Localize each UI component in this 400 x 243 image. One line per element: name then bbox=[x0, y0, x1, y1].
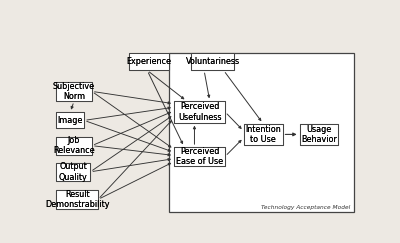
FancyBboxPatch shape bbox=[56, 163, 90, 181]
FancyBboxPatch shape bbox=[244, 124, 282, 145]
FancyBboxPatch shape bbox=[129, 52, 169, 70]
FancyBboxPatch shape bbox=[56, 113, 84, 128]
Text: Voluntariness: Voluntariness bbox=[186, 57, 240, 66]
Text: Perceived
Usefulness: Perceived Usefulness bbox=[178, 102, 221, 122]
FancyBboxPatch shape bbox=[56, 190, 98, 209]
Text: Result
Demonstrability: Result Demonstrability bbox=[45, 190, 109, 209]
Text: Image: Image bbox=[58, 116, 83, 125]
Text: Job
Relevance: Job Relevance bbox=[53, 136, 95, 155]
Text: Image: Image bbox=[58, 116, 83, 125]
Text: Intention
to Use: Intention to Use bbox=[245, 125, 281, 144]
FancyBboxPatch shape bbox=[56, 163, 90, 181]
FancyBboxPatch shape bbox=[56, 82, 92, 101]
Text: Experience: Experience bbox=[127, 57, 172, 66]
FancyBboxPatch shape bbox=[174, 147, 225, 166]
FancyBboxPatch shape bbox=[174, 147, 225, 166]
Text: Job
Relevance: Job Relevance bbox=[53, 136, 95, 155]
FancyBboxPatch shape bbox=[174, 101, 225, 123]
Text: Perceived
Ease of Use: Perceived Ease of Use bbox=[176, 147, 223, 166]
FancyBboxPatch shape bbox=[300, 124, 338, 145]
Text: Voluntariness: Voluntariness bbox=[186, 57, 240, 66]
Text: Output
Quality: Output Quality bbox=[59, 162, 88, 182]
FancyBboxPatch shape bbox=[174, 101, 225, 123]
Text: Perceived
Ease of Use: Perceived Ease of Use bbox=[176, 147, 223, 166]
Text: Usage
Behavior: Usage Behavior bbox=[301, 125, 337, 144]
FancyBboxPatch shape bbox=[300, 124, 338, 145]
FancyBboxPatch shape bbox=[244, 124, 282, 145]
FancyBboxPatch shape bbox=[56, 137, 92, 155]
Text: Intention
to Use: Intention to Use bbox=[245, 125, 281, 144]
FancyBboxPatch shape bbox=[129, 52, 169, 70]
Text: Subjective
Norm: Subjective Norm bbox=[53, 82, 95, 101]
Text: Perceived
Usefulness: Perceived Usefulness bbox=[178, 102, 221, 122]
FancyBboxPatch shape bbox=[56, 113, 84, 128]
FancyBboxPatch shape bbox=[56, 137, 92, 155]
FancyBboxPatch shape bbox=[169, 52, 354, 212]
FancyBboxPatch shape bbox=[56, 82, 92, 101]
Text: Output
Quality: Output Quality bbox=[59, 162, 88, 182]
Text: Result
Demonstrability: Result Demonstrability bbox=[45, 190, 109, 209]
Text: Experience: Experience bbox=[127, 57, 172, 66]
Text: Subjective
Norm: Subjective Norm bbox=[53, 82, 95, 101]
Text: Usage
Behavior: Usage Behavior bbox=[301, 125, 337, 144]
FancyBboxPatch shape bbox=[191, 52, 234, 70]
FancyBboxPatch shape bbox=[191, 52, 234, 70]
Text: Technology Acceptance Model: Technology Acceptance Model bbox=[262, 205, 351, 210]
FancyBboxPatch shape bbox=[56, 190, 98, 209]
